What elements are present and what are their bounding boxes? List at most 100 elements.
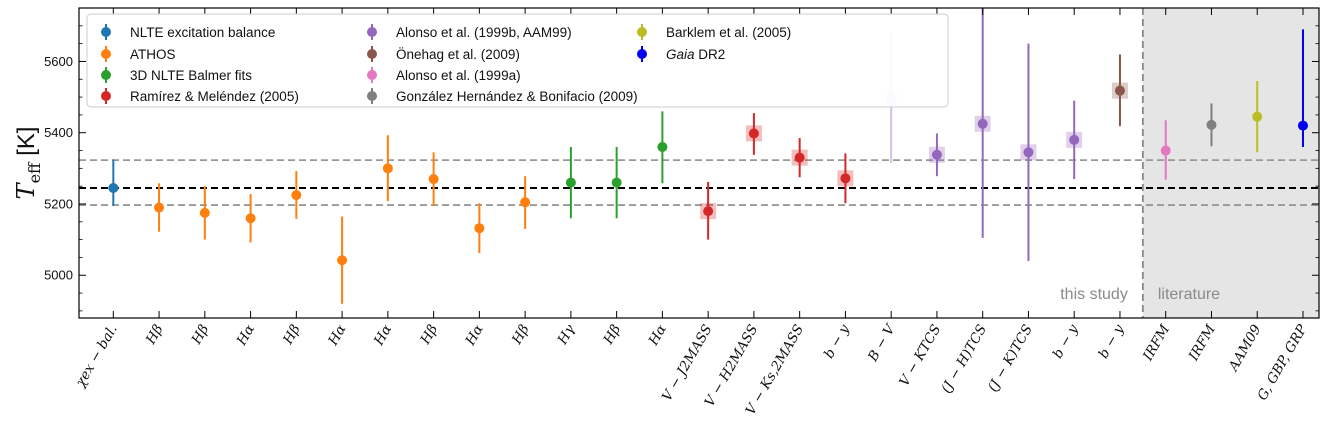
data-point: [245, 194, 256, 243]
legend-label: Gaia DR2: [666, 47, 725, 62]
point-marker: [474, 223, 485, 234]
legend-label: Barklem et al. (2005): [666, 25, 791, 40]
legend-label: 3D NLTE Balmer fits: [130, 68, 252, 83]
y-axis-unit: [K]: [13, 127, 40, 163]
legend-label: Alonso et al. (1999a): [396, 68, 521, 83]
data-point: [745, 113, 762, 155]
data-point: [1206, 103, 1217, 147]
data-point: [1066, 100, 1083, 180]
point-marker: [108, 182, 119, 193]
x-category-label: Hβ: [280, 322, 304, 348]
x-category-label: Hβ: [417, 322, 441, 348]
x-category-label: Hα: [371, 322, 396, 349]
legend-item: NLTE excitation balance: [101, 24, 275, 40]
legend-label: NLTE excitation balance: [130, 25, 275, 40]
point-marker: [245, 213, 256, 224]
data-point: [565, 146, 576, 219]
data-point: [1252, 81, 1263, 153]
legend-marker: [367, 70, 377, 80]
x-category-label: Hα: [233, 322, 258, 349]
legend-item: 3D NLTE Balmer fits: [101, 67, 252, 83]
point-marker: [154, 202, 165, 213]
data-point: [791, 138, 808, 178]
legend-marker: [637, 27, 647, 37]
point-marker: [1206, 119, 1217, 130]
data-point: [1020, 43, 1037, 261]
point-marker: [1114, 85, 1125, 96]
legend-item: Gaia DR2: [637, 46, 725, 62]
data-point: [154, 183, 165, 232]
data-point: [657, 111, 668, 184]
legend-item: Ramírez & Meléndez (2005): [101, 88, 299, 104]
data-point: [928, 133, 945, 177]
region-label-this-study: this study: [1060, 286, 1128, 303]
literature-region: [1142, 8, 1319, 318]
x-category-label: b − y: [1050, 322, 1082, 362]
data-point: [1297, 29, 1308, 147]
x-category-label: Hα: [645, 322, 670, 349]
point-marker: [1252, 111, 1263, 122]
data-point: [520, 176, 531, 229]
x-category-label: IRFM: [1185, 321, 1219, 364]
data-point: [199, 186, 210, 240]
point-marker: [565, 177, 576, 188]
legend-marker: [101, 27, 111, 37]
x-category-label: AAM09: [1225, 322, 1265, 376]
x-category-label: (J − H)TCS: [938, 322, 990, 396]
x-category-label: χex − bal.: [72, 322, 121, 391]
legend-label: Ramírez & Meléndez (2005): [130, 89, 299, 104]
point-marker: [199, 207, 210, 218]
point-marker: [931, 149, 942, 160]
data-point: [1111, 54, 1128, 127]
legend-marker: [367, 91, 377, 101]
y-tick-label: 5200: [44, 196, 73, 211]
data-point: [108, 159, 119, 206]
legend-label: Alonso et al. (1999b, AAM99): [396, 25, 572, 40]
y-tick-label: 5400: [44, 125, 73, 140]
data-point: [611, 146, 622, 219]
x-category-label: b − y: [821, 322, 853, 362]
x-category-label: Hγ: [554, 321, 579, 348]
x-category-label: B − V: [864, 321, 899, 365]
data-point: [382, 135, 393, 202]
data-point: [700, 181, 717, 240]
point-marker: [382, 163, 393, 174]
legend-label-rest: DR2: [695, 47, 726, 62]
legend-marker: [637, 49, 647, 59]
x-category-label: Hβ: [188, 322, 212, 348]
x-category-label: (J − K)TCS: [985, 322, 1036, 395]
legend-item: González Hernández & Bonifacio (2009): [367, 88, 638, 104]
legend-label: Önehag et al. (2009): [396, 47, 520, 62]
point-marker: [337, 255, 348, 266]
data-point: [474, 203, 485, 254]
point-marker: [794, 152, 805, 163]
y-tick-label: 5000: [44, 268, 73, 283]
x-category-label: V − KTCS: [896, 322, 944, 389]
legend-marker: [101, 91, 111, 101]
legend-item: Barklem et al. (2005): [637, 24, 791, 40]
data-point: [837, 153, 854, 204]
legend-label: González Hernández & Bonifacio (2009): [396, 89, 638, 104]
point-marker: [1297, 120, 1308, 131]
point-marker: [840, 173, 851, 184]
legend-label: ATHOS: [130, 47, 176, 62]
point-marker: [520, 197, 531, 208]
x-category-label: Hβ: [600, 322, 624, 348]
point-marker: [657, 141, 668, 152]
point-marker: [703, 206, 714, 217]
y-axis-subscript: eff: [25, 161, 44, 183]
point-marker: [291, 190, 302, 201]
point-marker: [428, 174, 439, 185]
x-category-label: Hα: [462, 322, 487, 349]
data-point: [291, 171, 302, 219]
legend-label-italic: Gaia: [666, 47, 695, 62]
legend-marker: [101, 49, 111, 59]
point-marker: [977, 118, 988, 129]
legend-marker: [101, 70, 111, 80]
data-point: [1160, 120, 1171, 180]
legend-box: [86, 13, 949, 108]
x-category-label: Hα: [325, 322, 350, 349]
data-point: [428, 152, 439, 206]
legend-item: Alonso et al. (1999a): [367, 67, 521, 83]
